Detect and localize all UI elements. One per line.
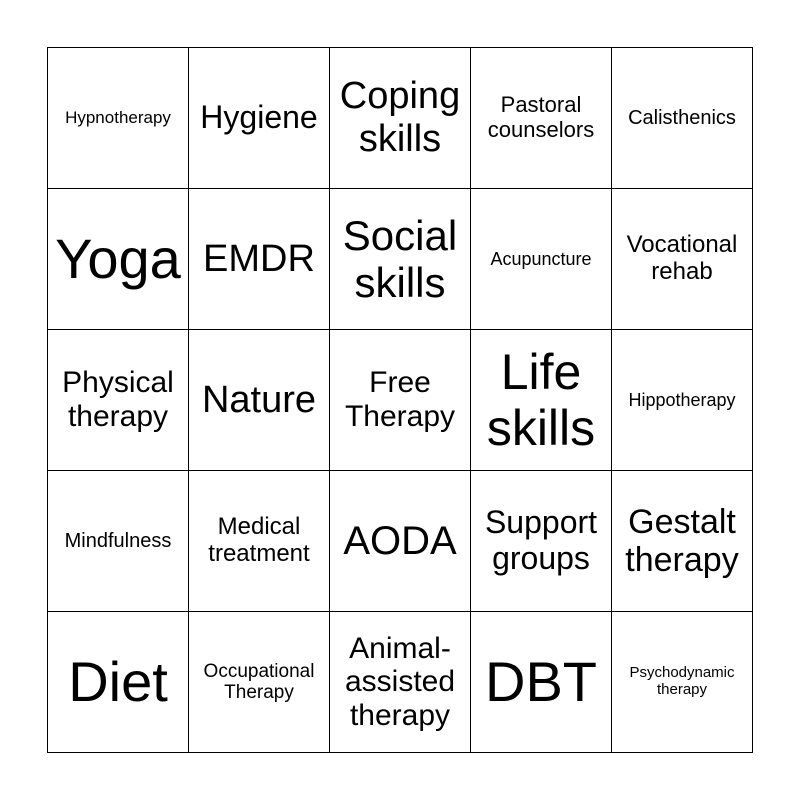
bingo-card: Hypnotherapy Hygiene Coping skills Pastoral… — [47, 47, 753, 753]
bingo-cell[interactable]: Life skills — [471, 330, 612, 471]
bingo-cell[interactable]: Occupational Therapy — [189, 612, 330, 753]
bingo-cell[interactable]: Psychodynamic therapy — [612, 612, 753, 753]
bingo-cell-label: Acupuncture — [490, 248, 592, 269]
bingo-cell-label: Life skills — [486, 344, 596, 456]
bingo-cell[interactable]: Hippotherapy — [612, 330, 753, 471]
bingo-cell[interactable]: Hygiene — [189, 48, 330, 189]
bingo-cell-label: AODA — [343, 518, 457, 563]
bingo-cell-label: Hypnotherapy — [65, 108, 171, 128]
bingo-cell[interactable]: Medical treatment — [189, 471, 330, 612]
bingo-cell-label: Coping skills — [339, 75, 461, 160]
bingo-cell[interactable]: Hypnotherapy — [48, 48, 189, 189]
bingo-cell-label: Medical treatment — [208, 513, 310, 567]
bingo-cell[interactable]: Mindfulness — [48, 471, 189, 612]
bingo-cell-label: Physical therapy — [62, 366, 174, 433]
bingo-cell[interactable]: Free Therapy — [330, 330, 471, 471]
bingo-cell-label: Animal-assisted therapy — [344, 631, 456, 732]
bingo-cell[interactable]: EMDR — [189, 189, 330, 330]
bingo-cell[interactable]: AODA — [330, 471, 471, 612]
bingo-cell[interactable]: Calisthenics — [612, 48, 753, 189]
bingo-cell-label: Mindfulness — [64, 529, 172, 552]
bingo-cell[interactable]: Coping skills — [330, 48, 471, 189]
bingo-cell-label: Support groups — [484, 504, 598, 576]
bingo-cell-label: Pastoral counselors — [487, 92, 595, 142]
bingo-cell-label: Nature — [201, 378, 317, 421]
bingo-cell[interactable]: Vocational rehab — [612, 189, 753, 330]
bingo-cell[interactable]: Acupuncture — [471, 189, 612, 330]
bingo-cell-label: Calisthenics — [628, 106, 736, 129]
bingo-cell-label: Diet — [68, 649, 168, 713]
bingo-cell[interactable]: Gestalt therapy — [612, 471, 753, 612]
bingo-cell-label: Gestalt therapy — [625, 502, 739, 579]
bingo-cell-label: Hippotherapy — [628, 389, 736, 410]
bingo-cell-label: Yoga — [55, 226, 181, 290]
bingo-cell[interactable]: Nature — [189, 330, 330, 471]
bingo-cell-label: Occupational Therapy — [203, 660, 315, 703]
bingo-cell[interactable]: Social skills — [330, 189, 471, 330]
bingo-cell-label: Psychodynamic therapy — [629, 664, 735, 698]
bingo-cell[interactable]: Pastoral counselors — [471, 48, 612, 189]
bingo-cell-label: EMDR — [203, 237, 315, 280]
bingo-cell[interactable]: Animal-assisted therapy — [330, 612, 471, 753]
bingo-cell[interactable]: Yoga — [48, 189, 189, 330]
bingo-cell[interactable]: Diet — [48, 612, 189, 753]
bingo-cell[interactable]: Support groups — [471, 471, 612, 612]
bingo-cell[interactable]: Physical therapy — [48, 330, 189, 471]
bingo-cell-label: Social skills — [342, 211, 458, 306]
bingo-cell-label: Hygiene — [200, 99, 318, 136]
bingo-cell[interactable]: DBT — [471, 612, 612, 753]
bingo-cell-label: Vocational rehab — [626, 231, 738, 285]
bingo-cell-label: DBT — [485, 649, 597, 713]
bingo-cell-label: Free Therapy — [344, 366, 456, 433]
